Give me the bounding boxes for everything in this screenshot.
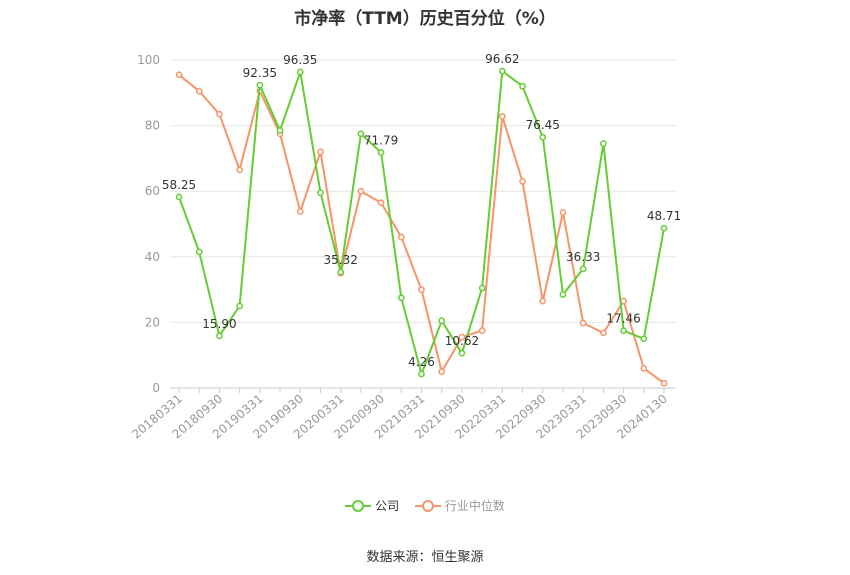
data-point-industry-median bbox=[397, 233, 405, 241]
data-point-industry-median bbox=[357, 187, 365, 195]
data-point-company bbox=[438, 317, 446, 325]
data-point-industry-median bbox=[600, 329, 607, 337]
data-point-industry-median bbox=[175, 71, 183, 79]
data-point-industry-median bbox=[377, 199, 385, 207]
data-point-industry-median bbox=[660, 379, 668, 387]
data-point-industry-median bbox=[579, 319, 587, 327]
data-point-industry-median bbox=[236, 166, 243, 174]
data-point-industry-median bbox=[498, 113, 506, 120]
data-point-industry-median bbox=[458, 333, 466, 341]
data-point-industry-median bbox=[640, 364, 648, 372]
y-tick-label: 60 bbox=[145, 184, 160, 198]
data-point-industry-median bbox=[418, 286, 425, 293]
data-point-company bbox=[256, 81, 264, 89]
chart-legend: 公司 行业中位数 bbox=[0, 497, 850, 516]
legend-swatch-company bbox=[345, 499, 372, 513]
legend-label-company: 公司 bbox=[375, 499, 400, 513]
data-point-industry-median bbox=[478, 327, 486, 334]
data-point-company bbox=[539, 133, 547, 141]
data-point-company bbox=[519, 82, 526, 90]
data-point-company bbox=[397, 294, 405, 302]
data-point-industry-median bbox=[438, 368, 446, 375]
series-line-industry-median bbox=[178, 74, 665, 384]
data-point-company bbox=[660, 224, 668, 232]
data-point-industry-median bbox=[195, 87, 203, 95]
data-point-company bbox=[478, 284, 486, 292]
data-label: 58.25 bbox=[162, 178, 196, 192]
data-point-industry-median bbox=[519, 178, 526, 185]
data-point-company bbox=[640, 335, 648, 343]
data-label: 96.35 bbox=[283, 53, 317, 67]
data-point-company bbox=[418, 370, 425, 378]
data-label: 48.71 bbox=[647, 209, 681, 223]
data-point-industry-median bbox=[317, 148, 324, 156]
data-label: 71.79 bbox=[364, 134, 398, 148]
data-point-company bbox=[600, 140, 607, 147]
data-label: 96.62 bbox=[485, 52, 519, 66]
data-point-industry-median bbox=[620, 297, 627, 305]
data-point-company bbox=[559, 291, 567, 298]
y-tick-label: 100 bbox=[137, 53, 160, 67]
data-point-industry-median bbox=[559, 209, 567, 216]
data-point-company bbox=[195, 248, 203, 256]
y-tick-label: 0 bbox=[152, 381, 160, 395]
y-tick-label: 20 bbox=[145, 315, 160, 329]
data-label: 76.45 bbox=[526, 118, 560, 132]
data-point-industry-median bbox=[296, 208, 304, 215]
data-point-company bbox=[216, 332, 223, 340]
data-point-company bbox=[276, 127, 284, 134]
data-point-company bbox=[620, 327, 627, 335]
data-point-industry-median bbox=[216, 110, 223, 118]
legend-item-company[interactable]: 公司 bbox=[345, 497, 399, 514]
data-point-company bbox=[175, 193, 183, 201]
data-label: 17.46 bbox=[606, 312, 640, 326]
data-label: 36.33 bbox=[566, 250, 600, 264]
data-point-company bbox=[296, 68, 304, 76]
chart-title: 市净率（TTM）历史百分位（%） bbox=[294, 9, 556, 29]
data-label: 15.90 bbox=[202, 317, 236, 331]
data-label: 35.32 bbox=[323, 253, 357, 267]
data-label: 92.35 bbox=[243, 66, 277, 80]
data-point-industry-median bbox=[539, 297, 547, 305]
data-point-company bbox=[377, 149, 385, 156]
data-point-company bbox=[579, 265, 587, 273]
legend-swatch-industry-median bbox=[414, 499, 441, 513]
data-point-company bbox=[236, 302, 243, 310]
data-point-company bbox=[337, 268, 345, 276]
data-point-company bbox=[357, 130, 365, 138]
data-label: 4.26 bbox=[408, 355, 435, 369]
data-point-company bbox=[458, 349, 466, 357]
data-label: 10.62 bbox=[445, 334, 479, 348]
data-source: 数据来源：恒生聚源 bbox=[366, 550, 484, 565]
y-tick-label: 40 bbox=[145, 250, 160, 264]
legend-label-industry-median: 行业中位数 bbox=[444, 499, 505, 513]
data-point-company bbox=[498, 67, 506, 75]
data-point-company bbox=[317, 189, 324, 197]
series-line-company bbox=[178, 70, 665, 375]
y-tick-label: 80 bbox=[145, 119, 160, 133]
legend-item-industry-median[interactable]: 行业中位数 bbox=[414, 497, 505, 514]
